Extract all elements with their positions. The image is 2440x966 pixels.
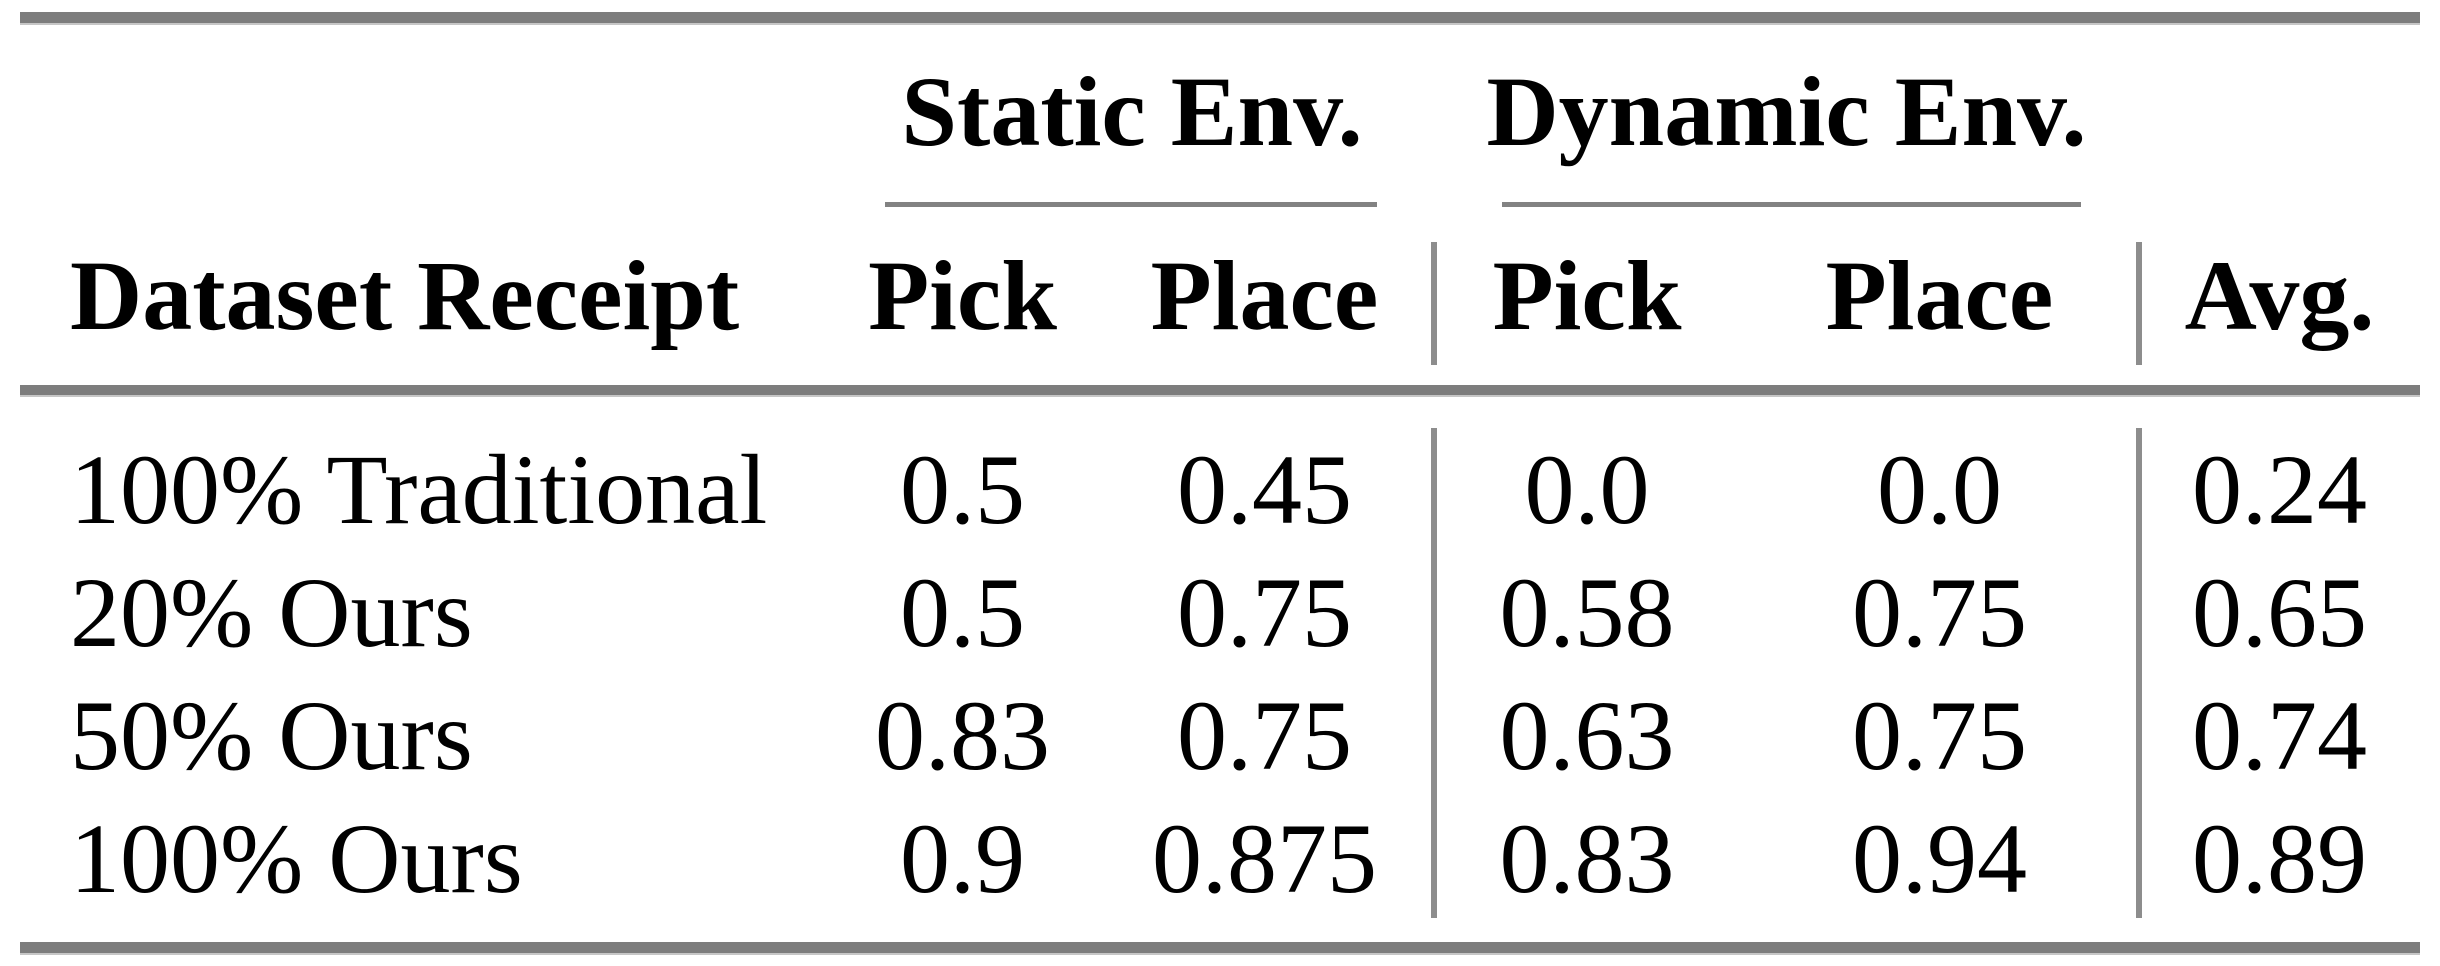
dynamic-env-underline	[1502, 202, 2081, 207]
col-header-dynamic-place: Place	[1825, 240, 2054, 351]
row-label: 100% Ours	[70, 802, 523, 914]
column-separator-avg-header	[2136, 242, 2142, 365]
col-header-avg: Avg.	[2184, 240, 2375, 351]
group-header-dynamic-env: Dynamic Env.	[1434, 30, 2139, 207]
cell-static-place: 0.75	[1177, 556, 1352, 668]
col-header-dynamic-pick: Pick	[1492, 240, 1682, 351]
col-header-static-pick: Pick	[868, 240, 1057, 351]
cell-static-place: 0.45	[1177, 433, 1352, 545]
group-header-dynamic-env-label: Dynamic Env.	[1486, 56, 2087, 167]
cell-avg: 0.74	[2192, 679, 2367, 791]
group-header-static-env-label: Static Env.	[901, 56, 1363, 167]
cell-dynamic-place: 0.94	[1852, 802, 2027, 914]
cell-static-place: 0.875	[1152, 802, 1377, 914]
row-label: 100% Traditional	[70, 433, 768, 545]
cell-avg: 0.65	[2192, 556, 2367, 668]
group-header-static-env: Static Env.	[830, 30, 1434, 207]
cell-avg: 0.89	[2192, 802, 2367, 914]
column-separator-avg-body	[2136, 428, 2142, 918]
cell-static-pick: 0.5	[900, 433, 1025, 545]
column-separator-dynamic-body	[1431, 428, 1437, 918]
col-header-static-place: Place	[1150, 240, 1379, 351]
cell-dynamic-place: 0.75	[1852, 556, 2027, 668]
cell-static-pick: 0.5	[900, 556, 1025, 668]
cell-dynamic-place: 0.0	[1877, 433, 2002, 545]
table-top-rule	[20, 12, 2420, 25]
table-bottom-rule	[20, 942, 2420, 955]
cell-dynamic-pick: 0.0	[1524, 433, 1650, 545]
spacer-cell	[20, 30, 830, 207]
results-table: Static Env. Dynamic Env. Dataset Receipt…	[20, 30, 2420, 920]
table-header-rule	[20, 385, 2420, 397]
static-env-underline	[885, 202, 1377, 207]
spacer-row	[20, 385, 2420, 428]
cell-dynamic-pick: 0.58	[1499, 556, 1675, 668]
col-header-dataset-receipt: Dataset Receipt	[70, 240, 740, 351]
spacer-cell	[2139, 30, 2420, 207]
column-separator-dynamic-header	[1431, 242, 1437, 365]
cell-dynamic-pick: 0.63	[1499, 679, 1675, 791]
cell-avg: 0.24	[2192, 433, 2367, 545]
row-label: 50% Ours	[70, 679, 473, 791]
cell-static-pick: 0.83	[875, 679, 1050, 791]
cell-static-place: 0.75	[1177, 679, 1352, 791]
cell-dynamic-pick: 0.83	[1499, 802, 1675, 914]
cell-dynamic-place: 0.75	[1852, 679, 2027, 791]
cell-static-pick: 0.9	[900, 802, 1025, 914]
row-label: 20% Ours	[70, 556, 473, 668]
